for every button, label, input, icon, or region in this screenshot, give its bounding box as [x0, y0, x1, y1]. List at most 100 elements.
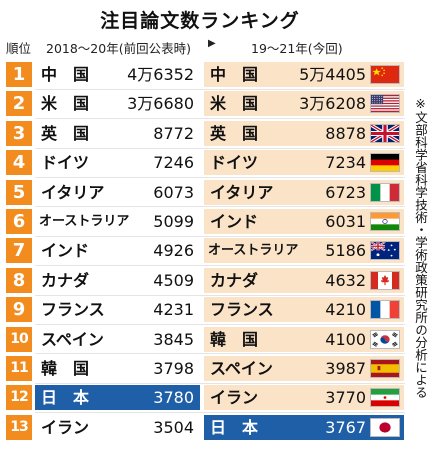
- row-divider: [35, 88, 405, 90]
- table-row: 12 日 本 3780 イラン 3770: [6, 384, 406, 411]
- left-country-label: 中 国: [41, 65, 90, 84]
- rank-badge: 12: [6, 385, 32, 411]
- australia-flag-icon: [370, 241, 400, 261]
- left-cell: 米 国 3万6680: [35, 91, 200, 116]
- left-cell: イラン 3504: [35, 415, 200, 440]
- left-value-label: 4231: [153, 300, 194, 320]
- left-country-label: オーストラリア: [39, 214, 130, 229]
- rank-badge: 8: [6, 267, 32, 293]
- right-country-label: スペイン: [210, 359, 273, 378]
- right-cell: フランス 4210: [204, 297, 404, 323]
- left-value-label: 3798: [153, 359, 194, 378]
- table-row: 10 スペイン 3845 韓 国 4100: [6, 326, 406, 353]
- left-cell: インド 4926: [35, 238, 200, 263]
- left-country-label: 米 国: [41, 94, 90, 114]
- left-country-label: イタリア: [41, 182, 105, 202]
- korea-flag-icon: [370, 329, 400, 349]
- right-value-label: 6031: [325, 212, 366, 231]
- right-cell: 米 国 3万6208: [204, 91, 404, 117]
- column-header: 順位 2018～20年(前回公表時) ▶ 19～21年(今回): [6, 38, 406, 56]
- left-cell: イタリア 6073: [35, 180, 200, 205]
- table-row: 11 韓 国 3798 スペイン 3987: [6, 355, 406, 382]
- right-value-label: 3万6208: [299, 94, 366, 114]
- right-country-label: 中 国: [210, 65, 259, 84]
- right-cell: 英 国 8878: [204, 120, 404, 146]
- right-cell: インド 6031: [204, 209, 404, 234]
- source-note: ※文部科学省科学技術・学術政策研究所の分析による: [413, 96, 428, 399]
- row-divider: [35, 412, 405, 414]
- right-value-label: 4632: [325, 270, 366, 290]
- india-flag-icon: [370, 212, 400, 231]
- france-flag-icon: [370, 300, 400, 320]
- table-row: 13 イラン 3504 日 本 3767: [6, 414, 406, 441]
- left-cell: カナダ 4509: [35, 268, 200, 293]
- japan-flag-icon: [370, 417, 400, 437]
- left-country-label: 日 本: [41, 388, 90, 408]
- canada-flag-icon: [370, 270, 400, 290]
- left-value-label: 3万6680: [127, 94, 194, 114]
- left-country-label: ドイツ: [41, 153, 90, 173]
- left-cell: 英 国 8772: [35, 121, 200, 146]
- right-country-label: イタリア: [210, 182, 274, 202]
- right-country-label: オーストラリア: [208, 243, 299, 259]
- left-value-label: 8772: [153, 123, 194, 143]
- left-country-label: 英 国: [41, 123, 90, 143]
- right-value-label: 3987: [325, 359, 366, 378]
- uk-flag-icon: [370, 123, 400, 143]
- right-country-label: 米 国: [210, 94, 259, 114]
- right-value-label: 6723: [325, 182, 366, 202]
- row-divider: [35, 118, 405, 120]
- right-value-label: 5万4405: [299, 65, 366, 84]
- china-flag-icon: [370, 65, 400, 84]
- rank-badge: 6: [6, 209, 32, 234]
- left-cell: オーストラリア 5099: [35, 209, 200, 234]
- germany-flag-icon: [370, 153, 400, 173]
- right-country-label: ドイツ: [210, 153, 259, 173]
- left-value-label: 6073: [153, 182, 194, 202]
- right-value-label: 4100: [325, 329, 366, 349]
- table-row: 8 カナダ 4509 カナダ 4632: [6, 267, 406, 294]
- right-cell: スペイン 3987: [204, 356, 404, 381]
- rank-badge: 13: [6, 414, 32, 440]
- left-cell: 中 国 4万6352: [35, 62, 200, 87]
- right-period-header: 19～21年(今回): [251, 41, 343, 56]
- rank-badge: 9: [6, 297, 32, 323]
- row-divider: [35, 147, 405, 149]
- right-cell: オーストラリア 5186: [204, 238, 404, 264]
- rank-badge: 2: [6, 91, 32, 117]
- row-divider: [35, 235, 405, 237]
- left-cell: 韓 国 3798: [35, 356, 200, 381]
- left-country-label: インド: [41, 241, 90, 261]
- usa-flag-icon: [370, 94, 400, 114]
- rank-badge: 4: [6, 150, 32, 176]
- left-country-label: イラン: [41, 417, 90, 437]
- table-row: 1 中 国 4万6352 中 国 5万4405: [6, 61, 406, 88]
- rank-badge: 11: [6, 356, 32, 381]
- right-value-label: 3767: [325, 417, 366, 437]
- right-value-label: 7234: [325, 153, 366, 173]
- left-country-label: カナダ: [41, 270, 90, 290]
- table-row: 9 フランス 4231 フランス 4210: [6, 296, 406, 323]
- left-value-label: 5099: [153, 212, 194, 231]
- spain-flag-icon: [370, 359, 400, 378]
- right-country-label: イラン: [210, 388, 259, 408]
- left-country-label: スペイン: [41, 329, 104, 349]
- row-divider: [35, 353, 405, 355]
- table-row: 4 ドイツ 7246 ドイツ 7234: [6, 149, 406, 176]
- left-value-label: 4926: [153, 241, 194, 261]
- row-divider: [35, 294, 405, 296]
- right-cell: 韓 国 4100: [204, 326, 404, 352]
- right-country-label: インド: [210, 212, 259, 231]
- left-country-label: フランス: [41, 300, 105, 320]
- left-value-label: 3780: [153, 388, 194, 408]
- right-cell: 日 本 3767: [204, 414, 404, 440]
- left-value-label: 4509: [153, 270, 194, 290]
- left-period-header: 2018～20年(前回公表時): [46, 41, 191, 56]
- left-cell: ドイツ 7246: [35, 150, 200, 175]
- table-row: 2 米 国 3万6680 米 国 3万6208: [6, 90, 406, 117]
- rank-badge: 5: [6, 179, 32, 205]
- left-country-label: 韓 国: [41, 359, 90, 378]
- right-cell: イラン 3770: [204, 385, 404, 411]
- row-divider: [35, 323, 405, 325]
